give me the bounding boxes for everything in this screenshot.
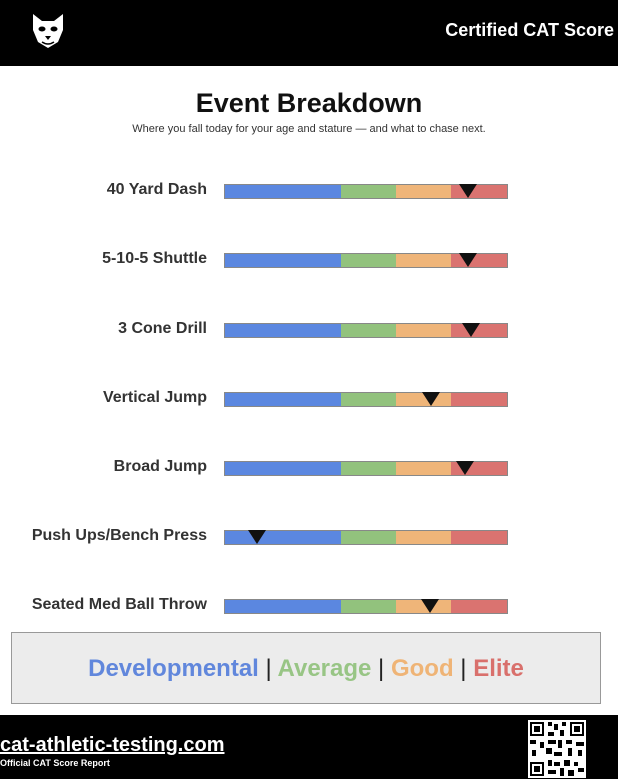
legend-separator: | [378, 655, 385, 682]
event-row: 40 Yard Dash [0, 175, 618, 205]
legend-separator: | [460, 655, 467, 682]
position-marker [456, 461, 475, 475]
score-bar [224, 599, 508, 614]
website-link[interactable]: cat-athletic-testing.com [0, 734, 225, 756]
zone-developmental [225, 462, 341, 475]
zone-developmental [225, 531, 341, 544]
footer-subtext: Official CAT Score Report [0, 758, 110, 768]
legend-good: Good [390, 655, 454, 682]
legend-separator: | [265, 655, 272, 682]
score-bar [224, 323, 508, 338]
position-marker [422, 392, 441, 406]
event-row: Seated Med Ball Throw [0, 590, 618, 620]
event-label: Seated Med Ball Throw [31, 596, 207, 613]
legend: Developmental | Average | Good | Elite [12, 655, 600, 683]
zone-good [395, 185, 451, 198]
zone-average [340, 185, 396, 198]
zone-good [395, 531, 451, 544]
position-marker [459, 253, 478, 267]
cat-head-icon [33, 14, 63, 48]
zone-good [395, 324, 451, 337]
zone-average [340, 531, 396, 544]
zone-elite [450, 393, 507, 406]
zone-average [340, 600, 396, 613]
legend-average: Average [277, 655, 372, 682]
position-marker [462, 323, 481, 337]
zone-average [340, 254, 396, 267]
zone-developmental [225, 393, 341, 406]
qr-code-icon [528, 720, 586, 778]
brand-text: Certified CAT Score [445, 20, 614, 40]
event-row: 3 Cone Drill [0, 314, 618, 344]
position-marker [420, 599, 439, 613]
score-bar [224, 392, 508, 407]
zone-developmental [225, 600, 341, 613]
position-marker [459, 184, 478, 198]
event-row: 5-10-5 Shuttle [0, 244, 618, 274]
event-label: Push Ups/Bench Press [31, 527, 207, 544]
event-label: 5-10-5 Shuttle [102, 250, 207, 267]
zone-elite [450, 600, 507, 613]
header-bar: Certified CAT Score [0, 0, 618, 66]
zone-good [395, 462, 451, 475]
event-label: Broad Jump [113, 458, 207, 475]
event-label: 3 Cone Drill [118, 320, 207, 337]
legend-box: Developmental | Average | Good | Elite [11, 632, 601, 704]
position-marker [247, 530, 266, 544]
score-bar [224, 530, 508, 545]
zone-developmental [225, 254, 341, 267]
event-label: Vertical Jump [102, 389, 207, 406]
zone-developmental [225, 324, 341, 337]
zone-average [340, 393, 396, 406]
zone-average [340, 462, 396, 475]
zone-elite [450, 531, 507, 544]
footer-bar: cat-athletic-testing.com Official CAT Sc… [0, 715, 618, 779]
page-subtitle: Where you fall today for your age and st… [132, 123, 486, 135]
legend-developmental: Developmental [88, 655, 259, 682]
event-row: Push Ups/Bench Press [0, 521, 618, 551]
event-label: 40 Yard Dash [106, 181, 207, 198]
event-row: Vertical Jump [0, 383, 618, 413]
zone-average [340, 324, 396, 337]
zone-developmental [225, 185, 341, 198]
page-title: Event Breakdown [195, 88, 423, 118]
zone-good [395, 254, 451, 267]
event-row: Broad Jump [0, 452, 618, 482]
legend-elite: Elite [473, 655, 524, 682]
